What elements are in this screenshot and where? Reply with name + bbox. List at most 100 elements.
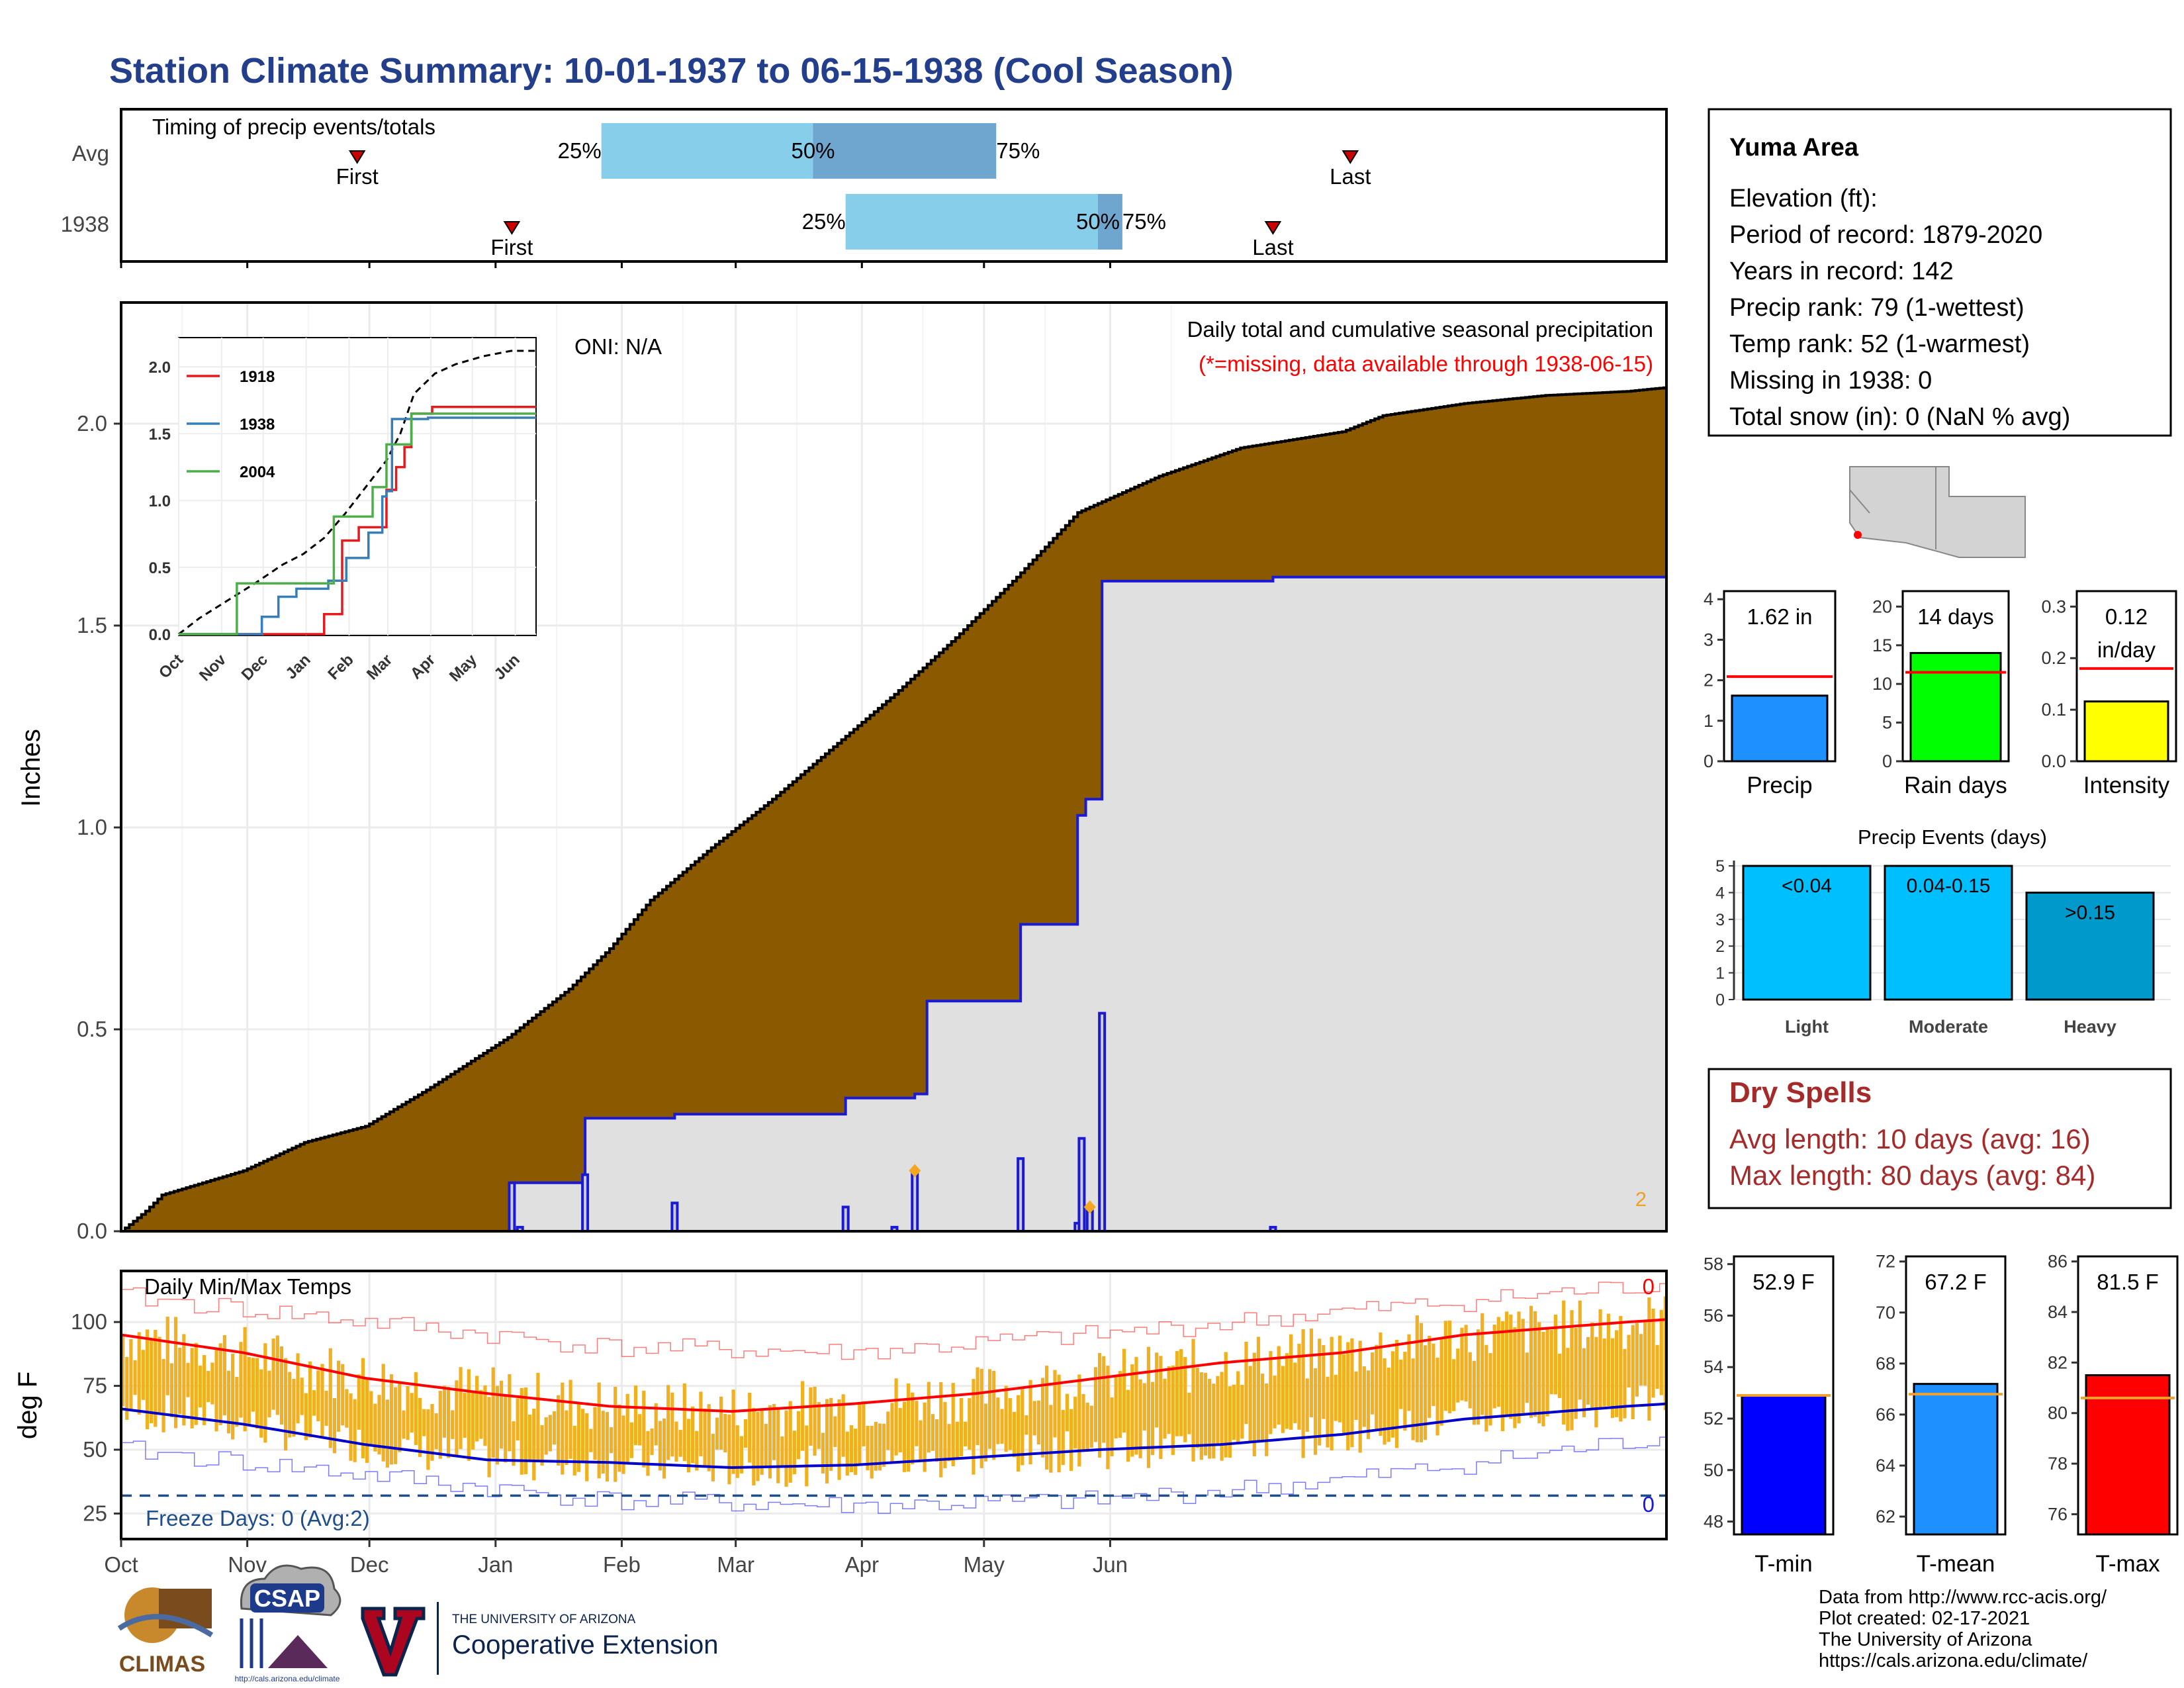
daily-temp-bar xyxy=(1122,1348,1126,1433)
daily-temp-bar xyxy=(911,1392,915,1464)
daily-temp-bar xyxy=(552,1411,557,1445)
station-line: Period of record: 1879-2020 xyxy=(1729,221,2042,249)
small-ytick-label: 50 xyxy=(1704,1460,1723,1480)
timing-p50-label: 50% xyxy=(791,138,835,163)
small-ytick-label: 2 xyxy=(1704,671,1713,690)
small-ytick-label: 5 xyxy=(1882,713,1892,733)
missing-marker xyxy=(1083,1200,1096,1214)
daily-temp-bar xyxy=(1456,1348,1460,1403)
daily-temp-bar xyxy=(1309,1329,1313,1418)
small-ytick-label: 0.2 xyxy=(2041,648,2066,668)
daily-temp-bar xyxy=(589,1429,593,1452)
daily-temp-bar xyxy=(434,1413,438,1450)
inset-ytick-label: 1.5 xyxy=(149,426,171,444)
lower-count: 0 xyxy=(1643,1492,1655,1517)
csap-mountain xyxy=(268,1635,328,1668)
daily-temp-bar xyxy=(1028,1380,1032,1465)
month-label: Oct xyxy=(104,1552,138,1577)
daily-temp-bar xyxy=(1252,1352,1256,1456)
daily-temp-bar xyxy=(1447,1320,1452,1413)
month-label: Feb xyxy=(603,1552,641,1577)
daily-temp-bar xyxy=(1301,1329,1305,1458)
daily-temp-bar xyxy=(1285,1353,1289,1429)
daily-temp-bar xyxy=(1371,1352,1375,1415)
dry-title: Dry Spells xyxy=(1729,1076,1872,1109)
daily-temp-bar xyxy=(447,1387,451,1458)
daily-temp-bar xyxy=(369,1391,373,1446)
daily-temp-bar xyxy=(292,1379,296,1437)
daily-temp-bar xyxy=(1159,1356,1163,1460)
daily-temp-bar xyxy=(1322,1345,1326,1419)
small-panel-label: T-min xyxy=(1754,1551,1813,1577)
daily-precip-bar xyxy=(1098,1011,1107,1233)
daily-temp-bar xyxy=(625,1393,629,1464)
daily-temp-bar xyxy=(837,1399,841,1480)
footer-line: Data from http://www.rcc-acis.org/ xyxy=(1819,1587,2107,1608)
daily-temp-bar xyxy=(1428,1335,1432,1418)
small-panel-label: Rain days xyxy=(1904,773,2007,798)
daily-temp-bar xyxy=(886,1411,890,1450)
daily-temp-bar xyxy=(947,1424,951,1462)
station-line: Elevation (ft): xyxy=(1729,185,1878,212)
daily-temp-bar xyxy=(141,1350,145,1400)
daily-precip-bar xyxy=(581,1173,590,1233)
daily-temp-bar xyxy=(279,1346,284,1425)
daily-temp-bar xyxy=(536,1372,540,1461)
daily-temp-bar xyxy=(1338,1335,1342,1423)
daily-temp-bar xyxy=(194,1342,198,1425)
daily-temp-bar xyxy=(1411,1358,1415,1440)
inset-frame xyxy=(178,337,537,636)
station-line: Precip rank: 79 (1-wettest) xyxy=(1729,294,2025,322)
daily-temp-bar xyxy=(304,1393,308,1440)
precip-1938-area xyxy=(121,577,1666,1231)
daily-temp-bar xyxy=(1000,1409,1004,1444)
small-ytick-label: 72 xyxy=(1876,1252,1895,1272)
daily-temp-bar xyxy=(1432,1343,1435,1406)
timing-bar-50-75 xyxy=(1098,194,1122,250)
daily-temp-bar xyxy=(1208,1379,1212,1459)
daily-temp-bar xyxy=(878,1423,882,1471)
month-label: Mar xyxy=(717,1552,754,1577)
daily-temp-bar xyxy=(418,1397,422,1457)
footer-line: Plot created: 02-17-2021 xyxy=(1819,1608,2030,1629)
daily-temp-bar xyxy=(1114,1376,1118,1439)
small-ytick-label: 58 xyxy=(1704,1254,1723,1274)
daily-temp-bar xyxy=(674,1421,678,1462)
daily-temp-bar xyxy=(275,1335,279,1415)
station-name: Yuma Area xyxy=(1729,134,1859,162)
precip-ytick-label: 0.0 xyxy=(77,1219,107,1243)
daily-temp-bar xyxy=(565,1410,569,1465)
timing-row-avg: Avg xyxy=(72,141,109,165)
daily-temp-bar xyxy=(353,1399,357,1462)
daily-temp-bar xyxy=(1175,1351,1179,1436)
daily-temp-bar xyxy=(328,1348,332,1448)
daily-temp-bar xyxy=(1610,1338,1615,1419)
daily-temp-bar xyxy=(866,1425,870,1471)
daily-temp-bar xyxy=(1602,1338,1606,1407)
daily-temp-bar xyxy=(1138,1379,1142,1458)
daily-temp-bar xyxy=(572,1425,576,1476)
daily-temp-bar xyxy=(349,1393,353,1461)
daily-temp-bar xyxy=(979,1368,983,1468)
daily-temp-bar xyxy=(614,1386,617,1482)
daily-temp-bar xyxy=(642,1390,646,1468)
daily-temp-bar xyxy=(251,1358,255,1412)
daily-temp-bar xyxy=(1203,1372,1208,1456)
climas-swoosh xyxy=(117,1614,214,1638)
daily-temp-bar xyxy=(1289,1334,1293,1430)
csap-url: http://cals.arizona.edu/climate xyxy=(235,1674,340,1683)
daily-temp-bar xyxy=(1464,1325,1468,1402)
daily-temp-bar xyxy=(1318,1338,1322,1446)
daily-temp-bar xyxy=(1106,1366,1110,1470)
daily-temp-bar xyxy=(968,1398,972,1450)
daily-temp-bar xyxy=(809,1387,813,1446)
daily-temp-bar xyxy=(214,1350,218,1432)
daily-temp-bar xyxy=(1379,1332,1383,1436)
daily-temp-bar xyxy=(1061,1409,1065,1466)
state-borders xyxy=(1849,467,1950,549)
daily-temp-bar xyxy=(1517,1311,1521,1424)
daily-precip-bar xyxy=(911,1169,919,1233)
daily-temp-bar xyxy=(487,1397,491,1477)
daily-temp-bar xyxy=(906,1383,911,1472)
timing-p25-label: 25% xyxy=(802,209,846,234)
